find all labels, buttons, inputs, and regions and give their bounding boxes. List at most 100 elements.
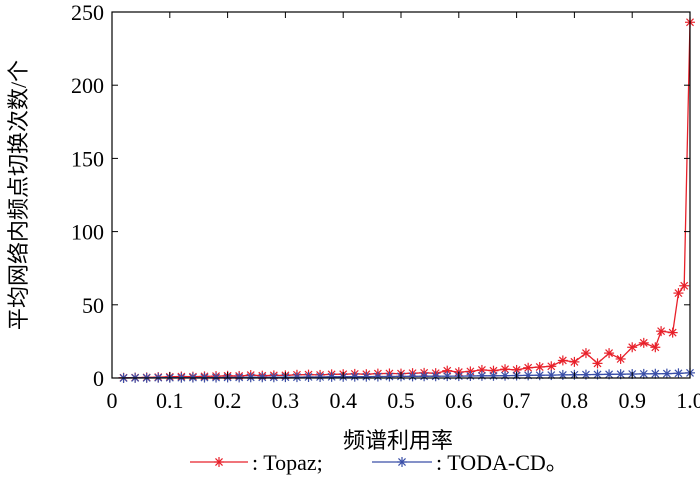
y-tick-label: 0 — [93, 366, 104, 391]
marker-stroke — [680, 281, 689, 290]
x-tick-label: 0.8 — [561, 388, 589, 413]
y-tick-label: 150 — [71, 146, 104, 171]
data-point — [303, 371, 314, 382]
data-point — [349, 371, 360, 382]
x-tick-label: 0.2 — [214, 388, 242, 413]
legend-marker — [397, 457, 407, 467]
data-point — [523, 362, 534, 373]
legend-item-1: : Topaz; — [190, 450, 323, 475]
x-axis-label: 频谱利用率 — [343, 428, 453, 453]
marker-stroke — [350, 372, 359, 381]
data-point — [419, 371, 430, 382]
legend-item-2: : TODA-CD。 — [372, 450, 568, 475]
y-tick-label: 100 — [71, 220, 104, 245]
x-tick-label: 0.3 — [272, 388, 300, 413]
marker-stroke — [570, 357, 579, 366]
marker-stroke — [674, 289, 683, 298]
data-point — [407, 371, 418, 382]
data-point — [534, 370, 545, 381]
data-point — [627, 342, 638, 353]
marker-stroke — [605, 370, 614, 379]
marker-stroke — [582, 349, 590, 358]
data-point — [476, 370, 487, 381]
y-tick-label: 50 — [82, 293, 104, 318]
data-point — [673, 368, 684, 379]
legend: : Topaz; : TODA-CD。 — [190, 450, 568, 475]
data-point — [430, 371, 441, 382]
data-point — [361, 371, 372, 382]
marker-stroke — [582, 370, 590, 379]
marker-stroke — [547, 362, 556, 371]
data-point — [673, 288, 684, 299]
x-tick-label: 0 — [107, 388, 118, 413]
marker-stroke — [501, 365, 509, 374]
marker-stroke — [657, 327, 666, 336]
data-point — [326, 371, 337, 382]
data-point — [661, 368, 672, 379]
marker-stroke — [558, 370, 567, 379]
marker-stroke — [269, 373, 278, 382]
legend-marker — [214, 457, 224, 467]
marker-stroke — [524, 363, 533, 372]
data-point — [650, 368, 661, 379]
x-tick-label: 0.4 — [329, 388, 357, 413]
x-tick-label: 0.5 — [387, 388, 415, 413]
marker-stroke — [304, 373, 313, 381]
data-point — [638, 368, 649, 379]
data-point — [604, 348, 615, 359]
data-point — [384, 371, 395, 382]
data-point — [523, 370, 534, 381]
marker-stroke — [605, 349, 614, 358]
data-point — [257, 372, 268, 383]
data-point — [268, 372, 279, 383]
marker-stroke — [420, 372, 429, 381]
data-point — [488, 370, 499, 381]
data-point — [557, 355, 568, 366]
marker-stroke — [408, 372, 417, 381]
legend-label: : Topaz; — [252, 450, 323, 475]
y-tick-label: 200 — [71, 73, 104, 98]
data-point — [511, 364, 522, 375]
data-point — [465, 370, 476, 381]
marker-stroke — [593, 370, 602, 379]
data-point — [546, 361, 557, 372]
x-tick-label: 0.1 — [156, 388, 184, 413]
marker-stroke — [674, 369, 683, 378]
data-point — [569, 356, 580, 367]
marker-stroke — [558, 356, 567, 365]
data-point — [656, 326, 667, 337]
data-point — [650, 342, 661, 353]
marker-stroke — [258, 373, 267, 382]
data-point — [667, 327, 678, 338]
marker-stroke — [616, 355, 625, 363]
marker-stroke — [639, 338, 648, 347]
marker-stroke — [639, 369, 648, 378]
marker-stroke — [293, 373, 301, 382]
marker-stroke — [362, 372, 371, 381]
data-point — [291, 372, 302, 383]
data-point — [615, 353, 626, 364]
data-point — [372, 371, 383, 382]
marker-stroke — [668, 328, 677, 337]
marker-stroke — [628, 343, 637, 352]
data-point — [580, 348, 591, 359]
series-line — [123, 22, 691, 379]
marker-stroke — [327, 372, 336, 381]
marker-stroke — [662, 369, 671, 378]
marker-stroke — [651, 343, 660, 352]
marker-stroke — [477, 365, 486, 374]
marker-stroke — [246, 373, 255, 382]
data-point — [592, 358, 603, 369]
x-tick-label: 0.6 — [445, 388, 473, 413]
data-point — [442, 371, 453, 382]
marker-stroke — [215, 458, 223, 466]
marker-stroke — [651, 369, 660, 378]
marker-stroke — [535, 363, 544, 371]
x-tick-label: 0.7 — [503, 388, 531, 413]
marker-stroke — [385, 372, 394, 381]
legend-label: : TODA-CD。 — [436, 450, 568, 475]
marker-stroke — [593, 359, 602, 368]
data-point — [638, 337, 649, 348]
data-point — [557, 369, 568, 380]
